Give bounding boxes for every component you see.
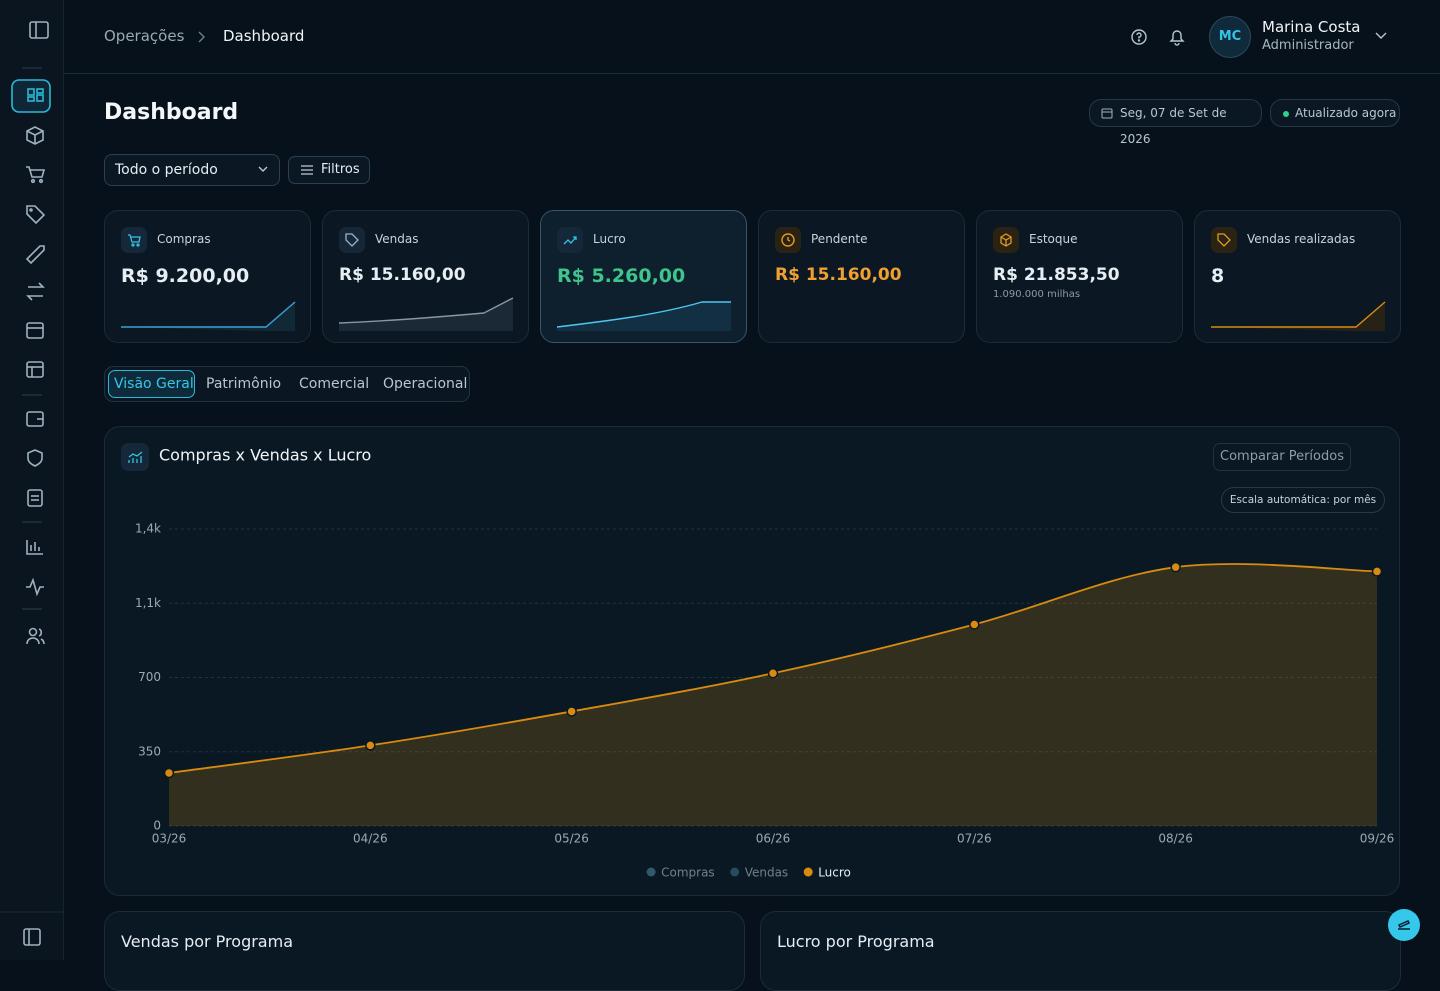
card-icon [121,227,147,253]
panel-title: Lucro por Programa [777,932,935,951]
filters-icon [301,165,313,175]
filters-label: Filtros [321,162,360,177]
page-title: Dashboard [104,100,239,125]
avatar[interactable]: MC [1209,16,1251,58]
period-select[interactable]: Todo o período [104,154,280,186]
compare-button[interactable]: Comparar Períodos [1213,443,1351,471]
x-tick-label: 05/26 [554,832,589,846]
breadcrumb-item: Dashboard [223,27,305,45]
card-icon [1211,227,1237,253]
legend: Compras Vendas Lucro [646,866,851,880]
card-label: Estoque [1029,232,1078,246]
chart-icon [121,443,149,471]
card-icon [993,227,1019,253]
user-menu-chevron[interactable] [1374,31,1388,41]
y-tick-label: 700 [138,670,161,684]
sidebar [0,0,64,960]
x-tick-label: 03/26 [152,832,187,846]
point [1170,561,1181,573]
select-chevron [258,166,268,172]
card-subvalue: 1.090.000 milhas [993,289,1081,300]
point [365,740,376,751]
tab[interactable]: Patrimônio [206,376,282,392]
legend-label: Vendas [745,866,789,880]
area [169,564,1377,826]
stat-card[interactable]: Vendas realizadas 8 [1194,210,1401,343]
sparkline [1211,301,1386,331]
point [969,619,980,630]
panel-title: Vendas por Programa [121,932,293,951]
card-label: Lucro [593,232,626,246]
card-label: Pendente [811,232,868,246]
x-tick-label: 09/26 [1360,832,1395,846]
stat-card[interactable]: Lucro R$ 5.260,00 [540,210,747,343]
date-pill: Seg, 07 de Set de 2026 [1089,99,1262,146]
breadcrumb-item[interactable]: Operações [104,27,185,45]
point [1371,566,1383,577]
panel: Vendas por Programa [104,911,745,991]
x-tick-label: 08/26 [1158,832,1193,846]
y-tick-label: 0 [153,819,161,833]
header-icons[interactable] [1128,26,1268,50]
sparkline [557,301,731,331]
scale-note: Escala automática: por mês [1221,487,1385,513]
chart-title: Compras x Vendas x Lucro [159,446,371,465]
point [163,767,175,779]
status-pill: Atualizado agora [1270,99,1400,127]
user-role: Administrador [1262,38,1354,53]
legend-swatch [730,867,740,877]
y-tick-label: 1,4k [135,522,161,536]
status: Atualizado agora [1295,106,1397,120]
point [566,706,577,717]
date: Seg, 07 de Set de 2026 [1120,106,1227,146]
card-value: 8 [1211,265,1225,287]
user-name: Marina Costa [1262,18,1361,36]
tab[interactable]: Comercial [299,376,370,392]
active-tab-bg [108,370,195,398]
point [767,668,779,679]
card-label: Vendas [375,232,419,246]
status-dot [1283,111,1289,117]
floating-button[interactable] [1388,909,1420,941]
compare-label: Comparar Períodos [1220,449,1344,464]
card-label: Compras [157,232,211,246]
y-tick-label: 1,1k [135,596,161,610]
card-icon [775,227,801,253]
stat-card[interactable]: Pendente R$ 15.160,00 [758,210,965,343]
card-value: R$ 15.160,00 [775,265,902,285]
stat-card[interactable]: Compras R$ 9.200,00 [104,210,311,343]
breadcrumb-separator [198,31,205,43]
legend-label: Lucro [818,866,851,880]
card-icon [557,227,583,253]
top-bar: Operações Dashboard MC Marina Costa Admi… [64,0,1440,74]
tab[interactable]: Operacional [383,376,468,392]
x-tick-label: 07/26 [957,832,992,846]
x-tick-label: 06/26 [756,832,791,846]
y-tick-label: 350 [138,744,161,758]
card-value: R$ 15.160,00 [339,265,466,285]
period: Todo o período [115,162,218,178]
tab[interactable]: Visão Geral [114,376,194,392]
card-icon [339,227,365,253]
panel: Lucro por Programa [760,911,1401,991]
filters-button[interactable]: Filtros [288,156,370,184]
chart-panel: Comparar Períodos Escala automática: por… [104,426,1400,896]
card-label: Vendas realizadas [1247,232,1356,246]
card-value: R$ 21.853,50 [993,265,1120,285]
sparkline [339,297,514,331]
legend-swatch [646,867,656,877]
calendar-icon [1101,108,1113,119]
card-value: R$ 5.260,00 [557,265,686,287]
legend-swatch [803,867,813,877]
scale-note-text: Escala automática: por mês [1229,494,1377,506]
legend-label: Compras [661,866,715,880]
stat-card[interactable]: Estoque R$ 21.853,50 1.090.000 milhas [976,210,1183,343]
sparkline [121,301,296,331]
x-tick-label: 04/26 [353,832,388,846]
stat-card[interactable]: Vendas R$ 15.160,00 [322,210,529,343]
chart: Compras x Vendas x Lucro 0 350 700 1,1k 1,4k… [135,446,1395,880]
card-value: R$ 9.200,00 [121,265,250,287]
sidebar-icons [0,21,64,946]
